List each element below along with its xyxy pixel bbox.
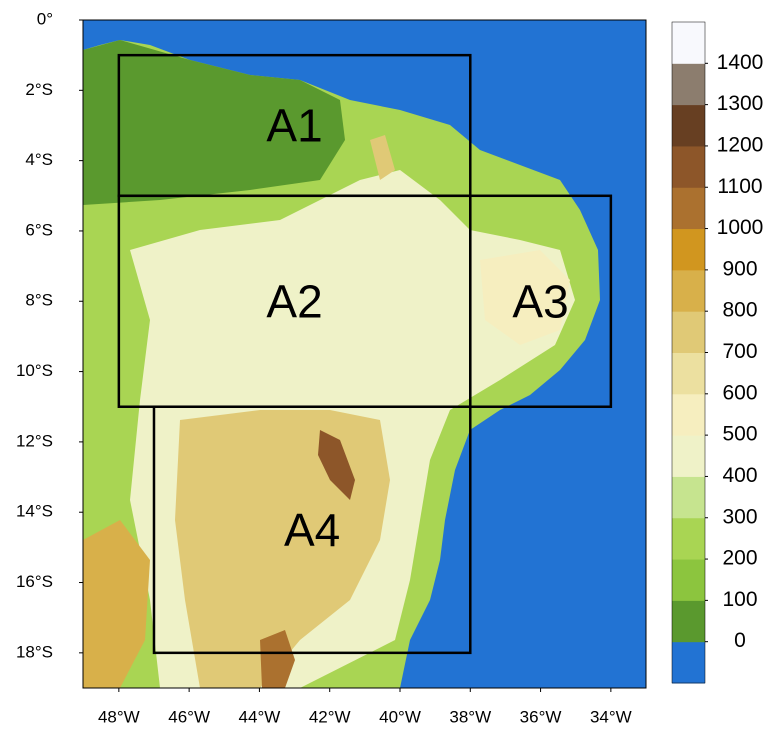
y-tick-label: 12°S xyxy=(16,431,53,450)
y-tick-label: 10°S xyxy=(16,361,53,380)
colorbar-segment xyxy=(672,353,705,395)
colorbar-segment xyxy=(672,476,705,518)
colorbar-label: 1300 xyxy=(717,92,764,115)
x-tick-label: 40°W xyxy=(379,707,421,726)
colorbar-segment xyxy=(672,229,705,271)
colorbar-segment xyxy=(672,394,705,436)
x-tick-label: 34°W xyxy=(590,707,632,726)
colorbar-segment xyxy=(672,559,705,601)
y-tick-label: 4°S xyxy=(25,150,53,169)
x-tick-label: 42°W xyxy=(309,707,351,726)
region-label: A4 xyxy=(284,504,340,556)
colorbar-segment xyxy=(672,146,705,188)
colorbar-label: 1000 xyxy=(717,216,764,239)
y-tick-label: 0° xyxy=(37,9,53,28)
y-tick-label: 2°S xyxy=(25,80,53,99)
colorbar-label: 600 xyxy=(722,381,757,404)
colorbar-segment xyxy=(672,518,705,560)
colorbar-segment xyxy=(672,187,705,229)
x-tick-label: 44°W xyxy=(239,707,281,726)
x-tick-label: 46°W xyxy=(168,707,210,726)
colorbar-label: 200 xyxy=(722,547,757,570)
colorbar-label: 700 xyxy=(722,340,757,363)
map-figure: 48°W 46°W 44°W 42°W 40°W 38°W 36°W 34°W 0° 2°S 4°S… xyxy=(0,0,772,735)
colorbar-label: 1200 xyxy=(717,133,764,156)
x-tick-label: 48°W xyxy=(98,707,140,726)
y-tick-label: 8°S xyxy=(25,291,53,310)
colorbar-label: 400 xyxy=(722,464,757,487)
colorbar-segment xyxy=(672,22,705,64)
y-tick-label: 16°S xyxy=(16,572,53,591)
terrain xyxy=(83,20,646,688)
colorbar-segment xyxy=(672,311,705,353)
colorbar-label: 500 xyxy=(722,423,757,446)
colorbar-label: 300 xyxy=(722,505,757,528)
y-tick-label: 14°S xyxy=(16,502,53,521)
colorbar-label: 1400 xyxy=(717,51,764,74)
region-label: A2 xyxy=(266,275,322,327)
colorbar-label: 900 xyxy=(722,257,757,280)
y-tick-label: 18°S xyxy=(16,642,53,661)
colorbar-segment xyxy=(672,600,705,642)
colorbar-segment xyxy=(672,105,705,147)
x-tick-label: 38°W xyxy=(449,707,491,726)
colorbar-segment xyxy=(672,63,705,105)
y-tick-label: 6°S xyxy=(25,220,53,239)
region-label: A1 xyxy=(266,100,322,152)
colorbar-segment xyxy=(672,270,705,312)
colorbar-segment xyxy=(672,435,705,477)
colorbar-label: 800 xyxy=(722,299,757,322)
colorbar-label: 1100 xyxy=(717,175,762,198)
colorbar-label: 100 xyxy=(722,588,757,611)
region-label: A3 xyxy=(512,275,568,327)
x-tick-label: 36°W xyxy=(520,707,562,726)
colorbar-segment xyxy=(672,642,705,684)
colorbar-label: 0 xyxy=(734,629,746,652)
